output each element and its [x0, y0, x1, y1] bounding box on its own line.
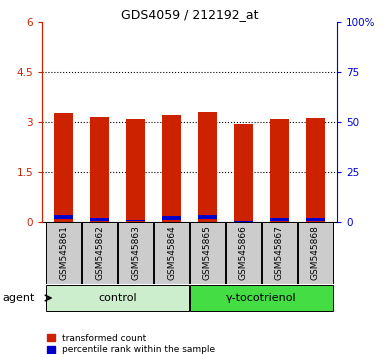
- Bar: [270, 218, 290, 221]
- Bar: [118, 222, 153, 284]
- Bar: [90, 117, 109, 222]
- Bar: [198, 215, 218, 219]
- Text: control: control: [98, 293, 137, 303]
- Bar: [82, 222, 117, 284]
- Bar: [234, 124, 253, 222]
- Bar: [298, 222, 333, 284]
- Bar: [190, 222, 225, 284]
- Text: GSM545866: GSM545866: [239, 225, 248, 280]
- Bar: [90, 218, 109, 221]
- Text: agent: agent: [2, 293, 34, 303]
- Text: GSM545865: GSM545865: [203, 225, 212, 280]
- Bar: [126, 119, 146, 222]
- Text: GSM545863: GSM545863: [131, 225, 140, 280]
- Bar: [162, 115, 181, 222]
- Title: GDS4059 / 212192_at: GDS4059 / 212192_at: [121, 8, 258, 21]
- Text: GSM545864: GSM545864: [167, 225, 176, 280]
- Text: GSM545861: GSM545861: [59, 225, 68, 280]
- Bar: [54, 215, 74, 219]
- Bar: [162, 216, 181, 220]
- Bar: [46, 222, 81, 284]
- Bar: [262, 222, 297, 284]
- Bar: [126, 220, 146, 221]
- Bar: [226, 222, 261, 284]
- Bar: [234, 221, 253, 222]
- Bar: [54, 113, 74, 222]
- Bar: [306, 218, 325, 221]
- Text: GSM545862: GSM545862: [95, 225, 104, 280]
- Text: GSM545867: GSM545867: [275, 225, 284, 280]
- Bar: [270, 119, 290, 222]
- Bar: [190, 285, 333, 312]
- Legend: transformed count, percentile rank within the sample: transformed count, percentile rank withi…: [47, 333, 215, 354]
- Bar: [46, 285, 189, 312]
- Bar: [198, 112, 218, 222]
- Text: γ-tocotrienol: γ-tocotrienol: [226, 293, 297, 303]
- Text: GSM545868: GSM545868: [311, 225, 320, 280]
- Bar: [306, 118, 325, 222]
- Bar: [154, 222, 189, 284]
